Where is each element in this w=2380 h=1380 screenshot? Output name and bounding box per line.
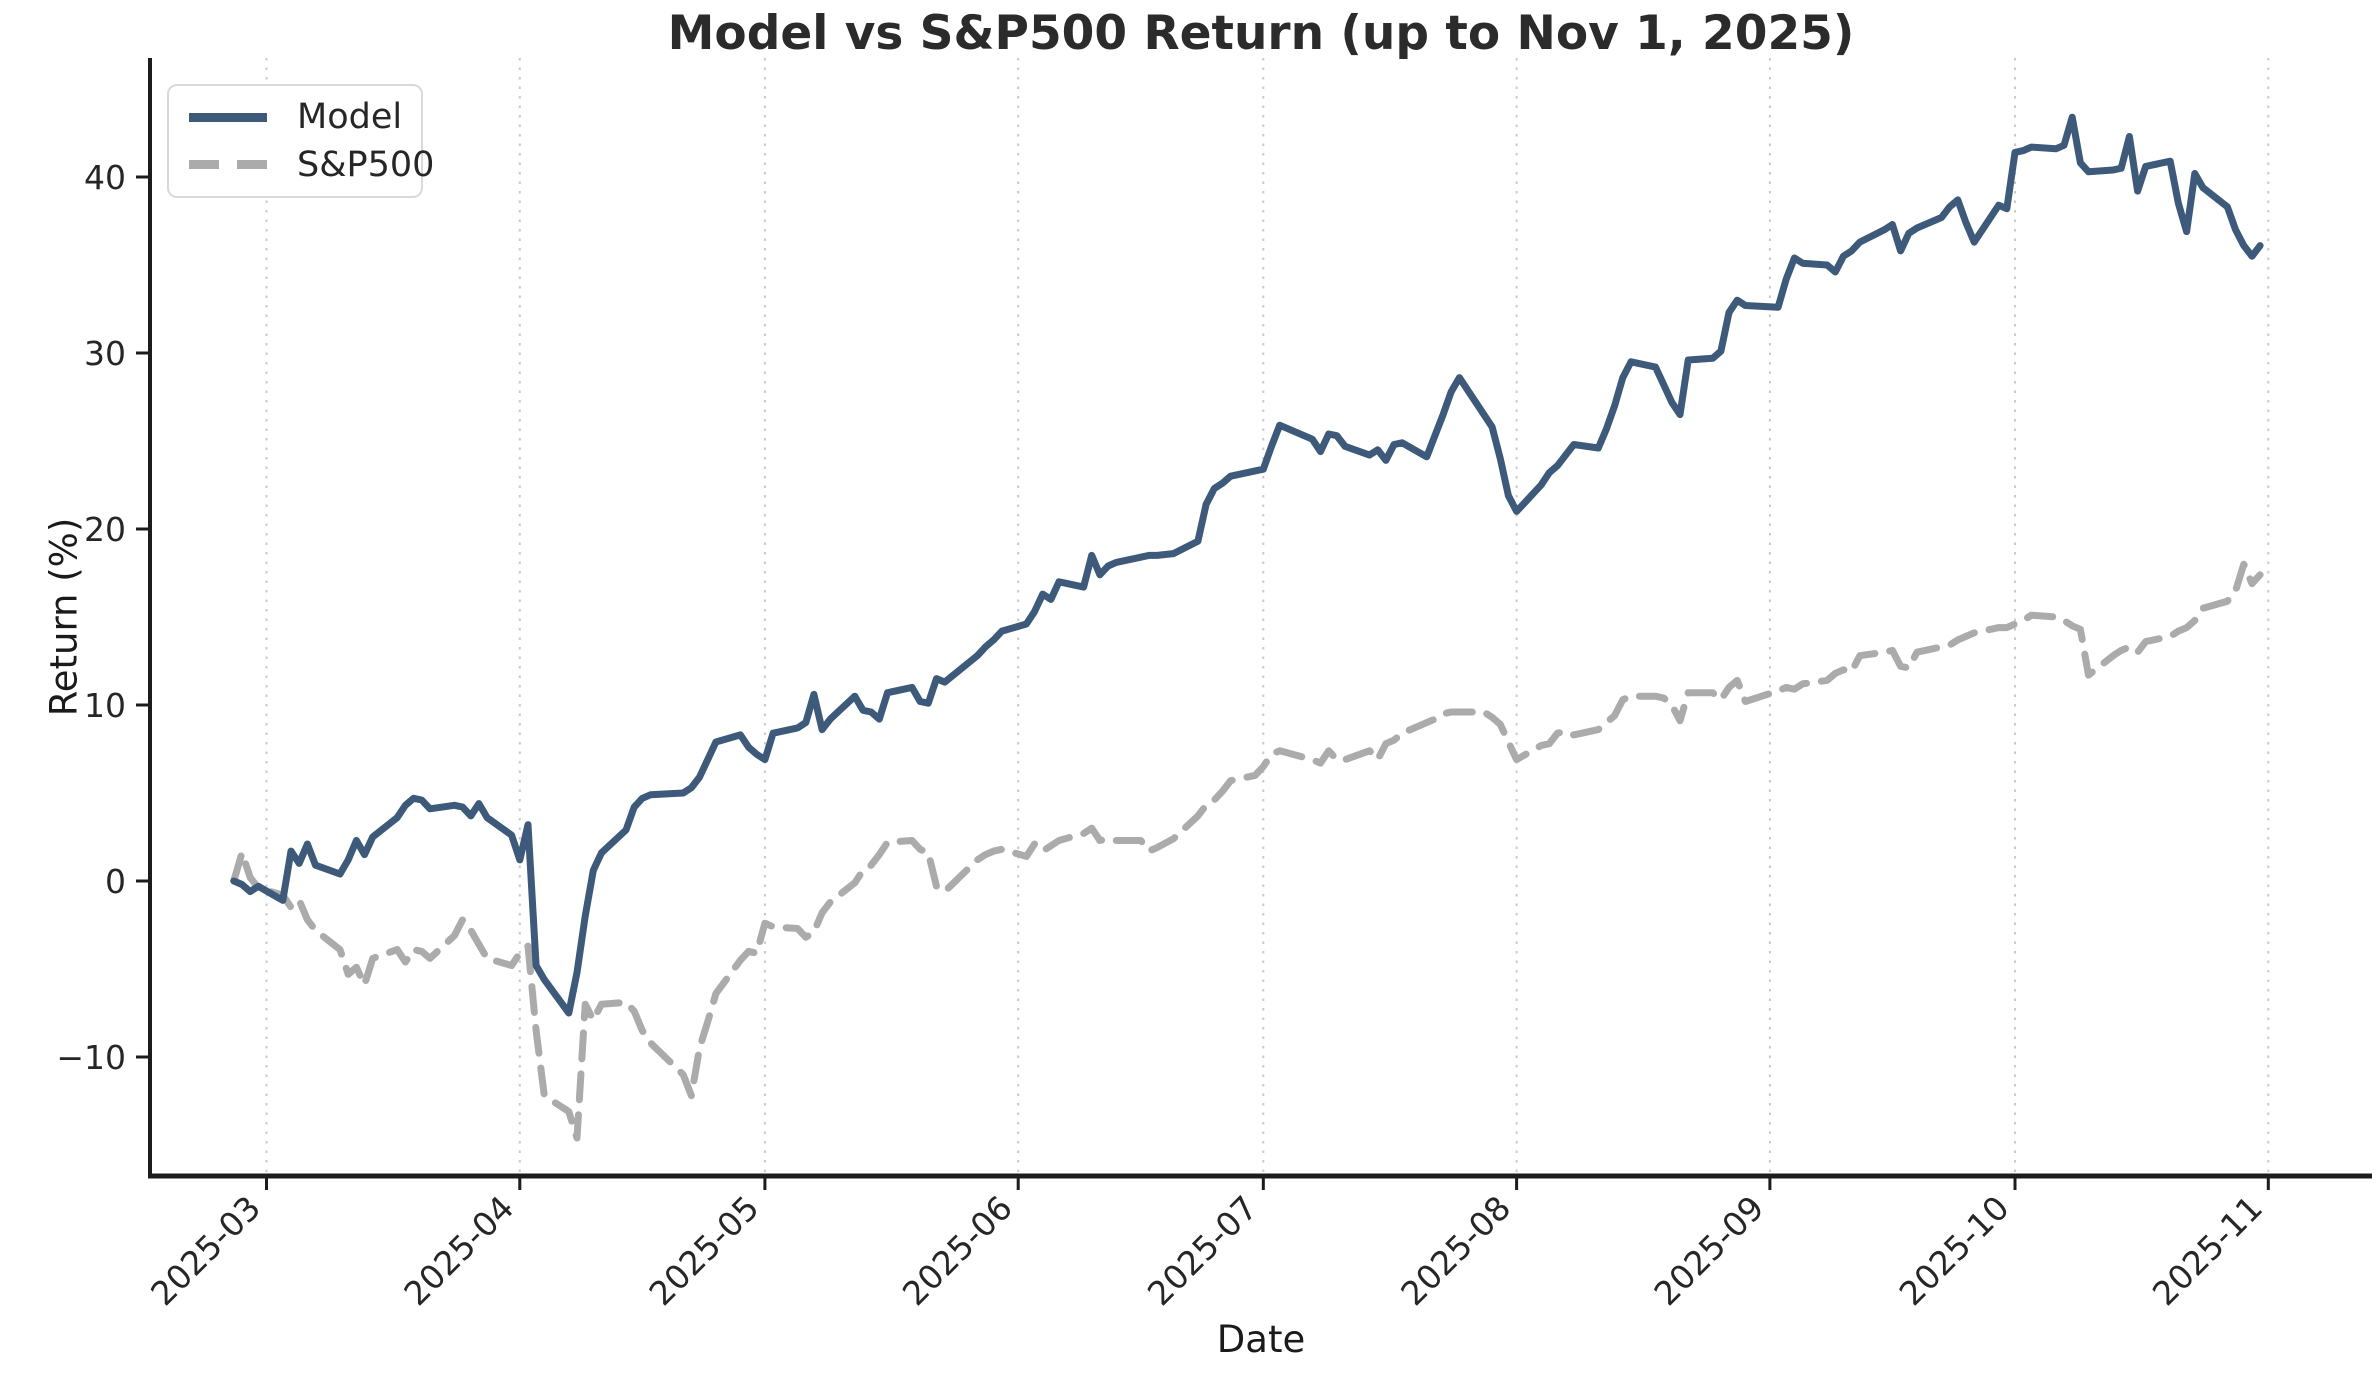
x-tick-label: 2025-08 — [1393, 1188, 1518, 1313]
y-axis-label: Return (%) — [42, 517, 86, 717]
y-tick-label: 40 — [84, 158, 126, 197]
y-tick-label: 10 — [84, 686, 126, 725]
legend-label-model: Model — [297, 97, 403, 138]
legend: Model S&P500 — [167, 84, 434, 198]
x-tick-label: 2025-10 — [1892, 1188, 2017, 1313]
x-tick-label: 2025-09 — [1646, 1188, 1771, 1313]
y-tick-label: 20 — [84, 510, 126, 549]
model-line — [230, 113, 2264, 1017]
x-axis-label: Date — [1216, 1318, 1306, 1361]
x-tick-label: 2025-06 — [895, 1188, 1020, 1313]
legend-item-sp500: S&P500 — [189, 145, 434, 185]
chart-title: Model vs S&P500 Return (up to Nov 1, 202… — [667, 6, 1855, 61]
y-tick-label: 0 — [105, 862, 126, 901]
legend-item-model: Model — [189, 97, 411, 137]
x-tick-label: 2025-11 — [2145, 1188, 2270, 1313]
x-tick-label: 2025-03 — [143, 1188, 268, 1313]
y-tick-label: 30 — [84, 334, 126, 373]
x-tick-label: 2025-04 — [396, 1188, 521, 1313]
y-tick-label: −10 — [56, 1038, 126, 1077]
legend-label-sp500: S&P500 — [297, 144, 435, 185]
x-tick-label: 2025-07 — [1140, 1188, 1265, 1313]
sp500-dashed-line-sample-icon — [189, 160, 267, 170]
sp500-line — [230, 560, 2264, 1142]
x-tick-label: 2025-05 — [641, 1188, 766, 1313]
model-line-sample-icon — [189, 112, 267, 122]
